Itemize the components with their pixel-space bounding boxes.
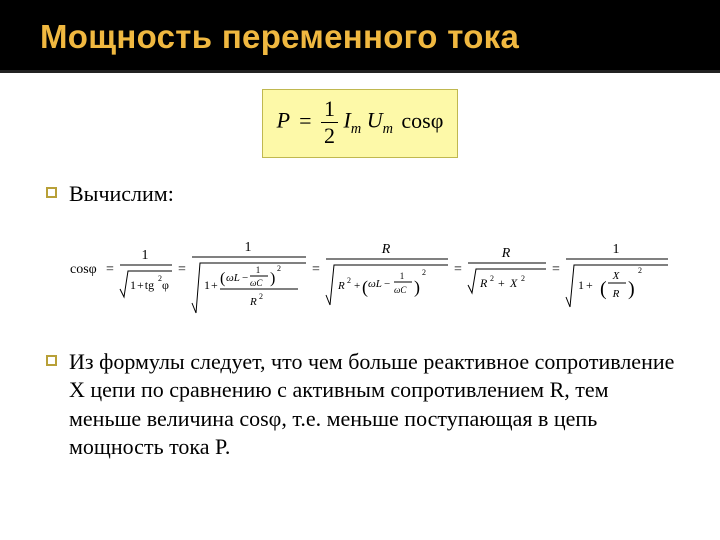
svg-text:1+: 1+ (204, 278, 218, 292)
svg-text:+: + (498, 276, 505, 290)
bullet-icon (46, 187, 57, 198)
svg-text:1+: 1+ (578, 278, 593, 292)
bullet-compute: Вычислим: (46, 180, 680, 209)
svg-text:(: ( (600, 278, 607, 300)
svg-text:1: 1 (142, 248, 149, 263)
bullet-text-2: Из формулы следует, что чем больше реакт… (69, 348, 680, 462)
svg-text:2: 2 (277, 264, 281, 273)
phi-symbol: φ (431, 108, 444, 133)
svg-text:=: = (552, 262, 560, 277)
svg-text:ωL: ωL (368, 278, 382, 290)
svg-text:2: 2 (638, 266, 642, 275)
var-U: U (367, 108, 383, 133)
svg-text:=: = (178, 262, 186, 277)
svg-text:): ) (628, 278, 635, 300)
svg-text:R: R (501, 246, 511, 261)
var-P: P (277, 108, 290, 133)
svg-text:1: 1 (245, 240, 252, 255)
svg-text:φ: φ (162, 278, 169, 292)
svg-text:R: R (381, 242, 391, 257)
svg-text:): ) (270, 270, 275, 287)
svg-text:R: R (337, 280, 345, 292)
svg-text:+: + (354, 280, 360, 292)
svg-text:ωC: ωC (250, 278, 263, 288)
svg-text:2: 2 (259, 292, 263, 301)
half-den: 2 (321, 123, 338, 149)
svg-text:X: X (509, 276, 518, 290)
var-I: I (344, 108, 351, 133)
svg-text:2: 2 (347, 276, 351, 285)
bullet-conclusion: Из формулы следует, что чем больше реакт… (46, 348, 680, 462)
svg-text:1+tg: 1+tg (130, 278, 154, 292)
cos-label: cos (401, 108, 430, 133)
svg-text:1: 1 (400, 271, 405, 281)
sub-Im: m (351, 121, 361, 137)
header-bar: Мощность переменного тока (0, 0, 720, 73)
svg-text:−: − (242, 272, 248, 284)
derivation-svg: cosφ = 1 1+tg 2 φ = 1 1+ ( (70, 223, 720, 319)
svg-text:R: R (249, 296, 257, 308)
half-num: 1 (321, 96, 338, 123)
svg-text:ωC: ωC (394, 285, 407, 295)
bullet-icon (46, 355, 57, 366)
svg-text:1: 1 (256, 265, 261, 275)
svg-text:2: 2 (490, 274, 494, 283)
main-formula-row: P = 1 2 Im Um cosφ (40, 73, 680, 158)
svg-text:−: − (384, 278, 390, 290)
bullet-text-1: Вычислим: (69, 180, 174, 209)
svg-text:ωL: ωL (226, 272, 240, 284)
svg-text:2: 2 (521, 274, 525, 283)
equals-sign: = (295, 108, 315, 133)
page-title: Мощность переменного тока (40, 18, 690, 56)
derivation-chain: cosφ = 1 1+tg 2 φ = 1 1+ ( (70, 223, 680, 324)
fraction-half: 1 2 (321, 96, 338, 149)
sub-Um: m (383, 121, 393, 137)
svg-text:R: R (479, 276, 488, 290)
svg-text:): ) (414, 277, 420, 298)
svg-text:2: 2 (422, 268, 426, 277)
svg-text:R: R (612, 288, 620, 300)
content-area: P = 1 2 Im Um cosφ Вычислим: cosφ = 1 (0, 73, 720, 462)
svg-text:1: 1 (613, 242, 620, 257)
svg-text:=: = (454, 262, 462, 277)
svg-text:cosφ: cosφ (70, 262, 97, 277)
svg-text:=: = (106, 262, 114, 277)
power-formula-box: P = 1 2 Im Um cosφ (262, 89, 459, 158)
svg-text:=: = (312, 262, 320, 277)
svg-text:X: X (612, 270, 621, 282)
svg-text:(: ( (220, 270, 225, 287)
